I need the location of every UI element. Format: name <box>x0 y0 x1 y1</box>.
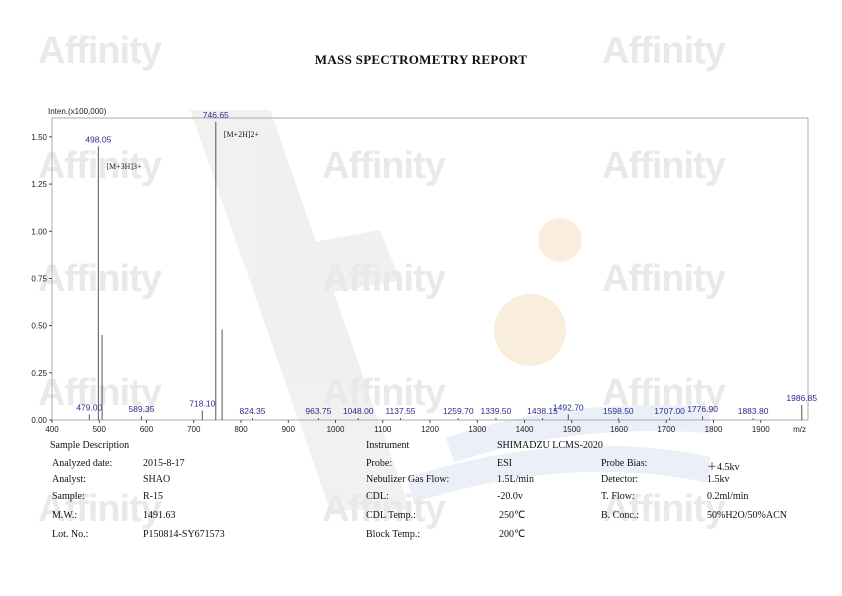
sample-value: SHAO <box>143 474 171 485</box>
mass-spectrum-chart: Inten.(x100,000) 0.00 0.25 0.50 0.75 1.00 1.25… <box>31 107 817 434</box>
x-tick-label: 1100 <box>374 425 392 434</box>
y-tick-label: 0.00 <box>31 416 47 425</box>
ion-annotation: [M+3H]3+ <box>106 162 142 171</box>
y-tick-label: 0.75 <box>31 274 47 283</box>
x-tick-label: 700 <box>187 425 201 434</box>
y-tick-label: 0.50 <box>31 322 47 331</box>
instrument-value: ＋4.5kv <box>707 462 740 473</box>
watermark-logo: Affinity <box>38 258 162 300</box>
sample-label: Lot. No.: <box>52 529 89 540</box>
watermark-logo: Affinity <box>602 372 726 414</box>
x-tick-label: 1000 <box>327 425 345 434</box>
watermark-logo: Affinity <box>38 488 162 530</box>
peak-label: 1883.80 <box>738 406 769 416</box>
instrument-model: SHIMADZU LCMS-2020 <box>497 440 603 451</box>
watermark-logo: Affinity <box>38 372 162 414</box>
peak-label: 963.75 <box>305 406 331 416</box>
peak-label: 1986.85 <box>786 393 817 403</box>
instrument-value: 250℃ <box>499 510 526 521</box>
instrument-label: Detector: <box>601 474 639 485</box>
peak-label: 1259.70 <box>443 406 474 416</box>
x-tick-label: 1500 <box>563 425 581 434</box>
peak-label: 498.05 <box>85 134 111 144</box>
watermark-large-logo <box>190 110 710 510</box>
peak-label: 746.65 <box>203 110 229 120</box>
peak-label: 1048.00 <box>343 406 374 416</box>
instrument-value: ESI <box>497 458 512 469</box>
peak-label: 479.00 <box>76 402 102 412</box>
sample-value: 2015-8-17 <box>143 458 185 469</box>
sample-label: Analyst: <box>52 474 86 485</box>
peak-label: 1339.50 <box>481 406 512 416</box>
x-tick-label: 600 <box>140 425 154 434</box>
instrument-label: T. Flow: <box>601 491 635 502</box>
watermark-logo: Affinity <box>602 258 726 300</box>
instrument-label: CDL Temp.: <box>366 510 416 521</box>
peak-label: 824.35 <box>240 406 266 416</box>
sample-value: R-15 <box>143 491 163 502</box>
instrument-value: 50%H2O/50%ACN <box>707 510 787 521</box>
plot-frame <box>51 117 809 421</box>
watermark-logo: Affinity <box>322 258 446 300</box>
watermark-logo: Affinity <box>322 488 446 530</box>
instrument-label: CDL: <box>366 491 389 502</box>
peak-label: 1776.90 <box>687 404 718 414</box>
x-tick-label: 1600 <box>610 425 628 434</box>
peak-label: 589.35 <box>128 404 154 414</box>
watermark-logo: Affinity <box>38 145 162 187</box>
x-tick-label: 1200 <box>421 425 439 434</box>
x-axis-unit: m/z <box>793 425 806 434</box>
sample-label: Analyzed date: <box>52 458 113 469</box>
instrument-header: Instrument <box>366 440 410 451</box>
watermark-logo: Affinity <box>38 30 162 72</box>
x-tick-label: 400 <box>45 425 59 434</box>
sample-value: 1491.63 <box>143 510 176 521</box>
instrument-label: B. Conc.: <box>601 510 640 521</box>
y-axis-title: Inten.(x100,000) <box>48 107 107 116</box>
peak-label: 718.10 <box>189 399 215 409</box>
sample-header: Sample Description <box>50 440 130 451</box>
y-tick-label: 0.25 <box>31 369 47 378</box>
instrument-value: 0.2ml/min <box>707 491 749 502</box>
instrument-label: Nebulizer Gas Flow: <box>366 474 450 485</box>
x-tick-label: 1400 <box>516 425 534 434</box>
instrument-label: Probe: <box>366 458 393 469</box>
sample-label: Sample: <box>52 491 85 502</box>
watermark-logo: Affinity <box>602 488 726 530</box>
report-title: MASS SPECTROMETRY REPORT <box>314 52 528 67</box>
instrument-label: Block Temp.: <box>366 529 421 540</box>
y-tick-label: 1.00 <box>31 227 47 236</box>
watermark-logo: Affinity <box>602 30 726 72</box>
x-tick-label: 1900 <box>752 425 770 434</box>
peak-label: 1137.55 <box>385 406 415 416</box>
peak-label: 1438.15 <box>527 406 558 416</box>
y-tick-label: 1.50 <box>31 133 47 142</box>
sample-label: M.W.: <box>52 510 78 521</box>
peak-label: 1707.00 <box>654 406 685 416</box>
peak-label: 1492.70 <box>553 402 584 412</box>
x-tick-label: 900 <box>282 425 296 434</box>
watermark-logo: Affinity <box>602 145 726 187</box>
x-tick-label: 1700 <box>657 425 675 434</box>
instrument-value: 1.5L/min <box>497 474 534 485</box>
watermark-logo: Affinity <box>322 145 446 187</box>
instrument-label: Probe Bias: <box>601 458 648 469</box>
ion-annotation: [M+2H]2+ <box>224 130 260 139</box>
instrument-value: 1.5kv <box>707 474 730 485</box>
instrument-value: 200℃ <box>499 529 526 540</box>
y-tick-label: 1.25 <box>31 180 47 189</box>
x-tick-label: 500 <box>93 425 107 434</box>
instrument-value: -20.0v <box>497 491 523 502</box>
x-tick-label: 800 <box>234 425 248 434</box>
x-tick-label: 1800 <box>705 425 723 434</box>
x-tick-label: 1300 <box>468 425 486 434</box>
sample-value: P150814-SY671573 <box>143 529 225 540</box>
peak-label: 1598.50 <box>603 406 634 416</box>
watermark-logo: Affinity <box>322 372 446 414</box>
